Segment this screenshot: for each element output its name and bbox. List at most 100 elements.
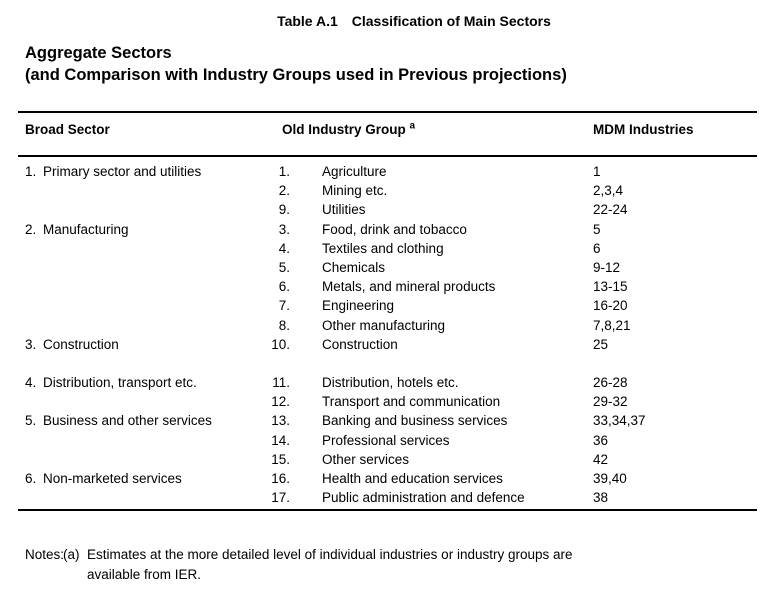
cell-mdm-industries: 2,3,4 (593, 183, 624, 199)
table-row: 17. Public administration and defence 38 (18, 488, 757, 507)
col-header-mdm-industries: MDM Industries (593, 122, 694, 137)
cell-old-group-number: 10. (271, 336, 290, 352)
cell-broad-sector-number: 2. (25, 221, 37, 237)
cell-mdm-industries: 38 (593, 490, 609, 506)
cell-old-group-name (290, 354, 593, 373)
table-row: 4. Textiles and clothing 6 (18, 239, 757, 258)
table-row: 8. Other manufacturing 7,8,21 (18, 316, 757, 335)
cell-old-group-name: Professional services (322, 432, 450, 448)
cell-broad-sector-name (43, 181, 255, 200)
footnote-ref-a: a (409, 120, 416, 132)
table-row: 6. Metals, and mineral products 13-15 (18, 277, 757, 296)
table-row: 2. Manufacturing 3. Food, drink and toba… (18, 220, 757, 239)
table-title-text: Classification of Main Sectors (351, 13, 551, 29)
cell-old-group-name: Engineering (322, 298, 395, 314)
cell-broad-sector-number: 3. (25, 336, 37, 352)
classification-table: Broad Sector Old Industry Group a MDM In… (18, 111, 757, 512)
cell-broad-sector-number (18, 431, 43, 450)
cell-old-group-number: 12. (271, 394, 290, 410)
cell-broad-sector-name (43, 392, 255, 411)
cell-broad-sector-number (18, 239, 43, 258)
table-row: 3. Construction 10. Construction 25 (18, 335, 757, 354)
cell-broad-sector-name (43, 277, 255, 296)
cell-old-group-name: Transport and communication (322, 394, 501, 410)
table-row: 7. Engineering 16-20 (18, 296, 757, 315)
cell-old-group-number: 13. (271, 413, 290, 429)
cell-broad-sector-number (18, 450, 43, 469)
cell-broad-sector-name: Primary sector and utilities (43, 164, 202, 179)
cell-old-group-number: 8. (278, 317, 290, 333)
cell-mdm-industries: 39,40 (593, 471, 627, 486)
cell-broad-sector-number (18, 200, 43, 219)
cell-broad-sector-number (18, 392, 43, 411)
cell-mdm-industries: 5 (593, 221, 601, 237)
cell-mdm-industries: 6 (593, 240, 601, 256)
aggregate-sectors-heading: Aggregate Sectors (and Comparison with I… (25, 42, 567, 86)
cell-old-group-name: Other services (322, 451, 410, 467)
heading-line-2: (and Comparison with Industry Groups use… (25, 66, 567, 84)
cell-old-group-name: Construction (322, 336, 398, 352)
cell-broad-sector-name (43, 431, 255, 450)
cell-broad-sector-name (43, 354, 255, 373)
cell-old-group-number: 14. (271, 432, 290, 448)
table-row: 14. Professional services 36 (18, 431, 757, 450)
cell-old-group-number: 11. (272, 375, 290, 391)
table-row: 9. Utilities 22-24 (18, 200, 757, 219)
col-header-broad-sector: Broad Sector (25, 122, 110, 137)
table-row: 5. Chemicals 9-12 (18, 258, 757, 277)
col-header-old-industry-group-text: Old Industry Group (282, 122, 406, 137)
notes-label: Notes: (25, 547, 65, 562)
cell-broad-sector-number: 4. (25, 375, 37, 391)
table-title: Table A.1 Classification of Main Sectors (0, 13, 770, 30)
cell-old-group-number: 16. (271, 471, 290, 486)
cell-old-group-number: 4. (278, 240, 290, 256)
cell-mdm-industries (593, 354, 757, 373)
cell-broad-sector-number (18, 296, 43, 315)
cell-mdm-industries: 16-20 (593, 298, 628, 314)
cell-old-group-name: Other manufacturing (322, 317, 446, 333)
cell-old-group-number (255, 354, 290, 373)
cell-old-group-number: 15. (271, 451, 290, 467)
cell-broad-sector-number: 5. (25, 413, 37, 429)
cell-old-group-name: Health and education services (322, 471, 503, 486)
cell-old-group-number: 2. (278, 183, 290, 199)
cell-old-group-name: Agriculture (322, 164, 387, 179)
cell-broad-sector-number (18, 316, 43, 335)
cell-broad-sector-number: 6. (25, 471, 37, 486)
cell-mdm-industries: 36 (593, 432, 609, 448)
table-row: 12. Transport and communication 29-32 (18, 392, 757, 411)
cell-broad-sector-name (43, 258, 255, 277)
table-row: 5. Business and other services 13. Banki… (18, 411, 757, 430)
note-line-1: Estimates at the more detailed level of … (87, 547, 573, 562)
cell-broad-sector-name: Manufacturing (43, 221, 129, 237)
cell-old-group-number: 6. (278, 279, 290, 295)
table-body: 1. Primary sector and utilities 1. Agric… (18, 157, 757, 509)
cell-old-group-name: Textiles and clothing (322, 240, 444, 256)
cell-broad-sector-name: Distribution, transport etc. (43, 375, 197, 391)
cell-mdm-industries: 7,8,21 (593, 317, 631, 333)
cell-old-group-number: 9. (278, 202, 290, 218)
note-text: Estimates at the more detailed level of … (87, 545, 573, 585)
cell-mdm-industries: 1 (593, 164, 601, 179)
cell-old-group-name: Food, drink and tobacco (322, 221, 467, 237)
table-row: 2. Mining etc. 2,3,4 (18, 181, 757, 200)
table-row: 15. Other services 42 (18, 450, 757, 469)
cell-old-group-name: Metals, and mineral products (322, 279, 496, 295)
cell-broad-sector-name (43, 200, 255, 219)
cell-broad-sector-number (18, 488, 43, 507)
cell-old-group-name: Banking and business services (322, 413, 508, 429)
cell-old-group-name: Public administration and defence (322, 490, 525, 506)
cell-mdm-industries: 33,34,37 (593, 413, 646, 429)
table-number-label: Table A.1 (277, 13, 338, 29)
table-row: 6. Non-marketed services 16. Health and … (18, 469, 757, 488)
col-header-old-industry-group: Old Industry Group a (282, 120, 416, 137)
table-row: 4. Distribution, transport etc. 11. Dist… (18, 373, 757, 392)
cell-broad-sector-name (43, 450, 255, 469)
cell-old-group-number: 1. (278, 164, 290, 179)
cell-broad-sector-name (43, 316, 255, 335)
cell-broad-sector-name: Business and other services (43, 413, 212, 429)
cell-broad-sector-name: Non-marketed services (43, 471, 182, 486)
note-marker-a: (a) (63, 547, 80, 562)
cell-old-group-name: Chemicals (322, 259, 386, 275)
